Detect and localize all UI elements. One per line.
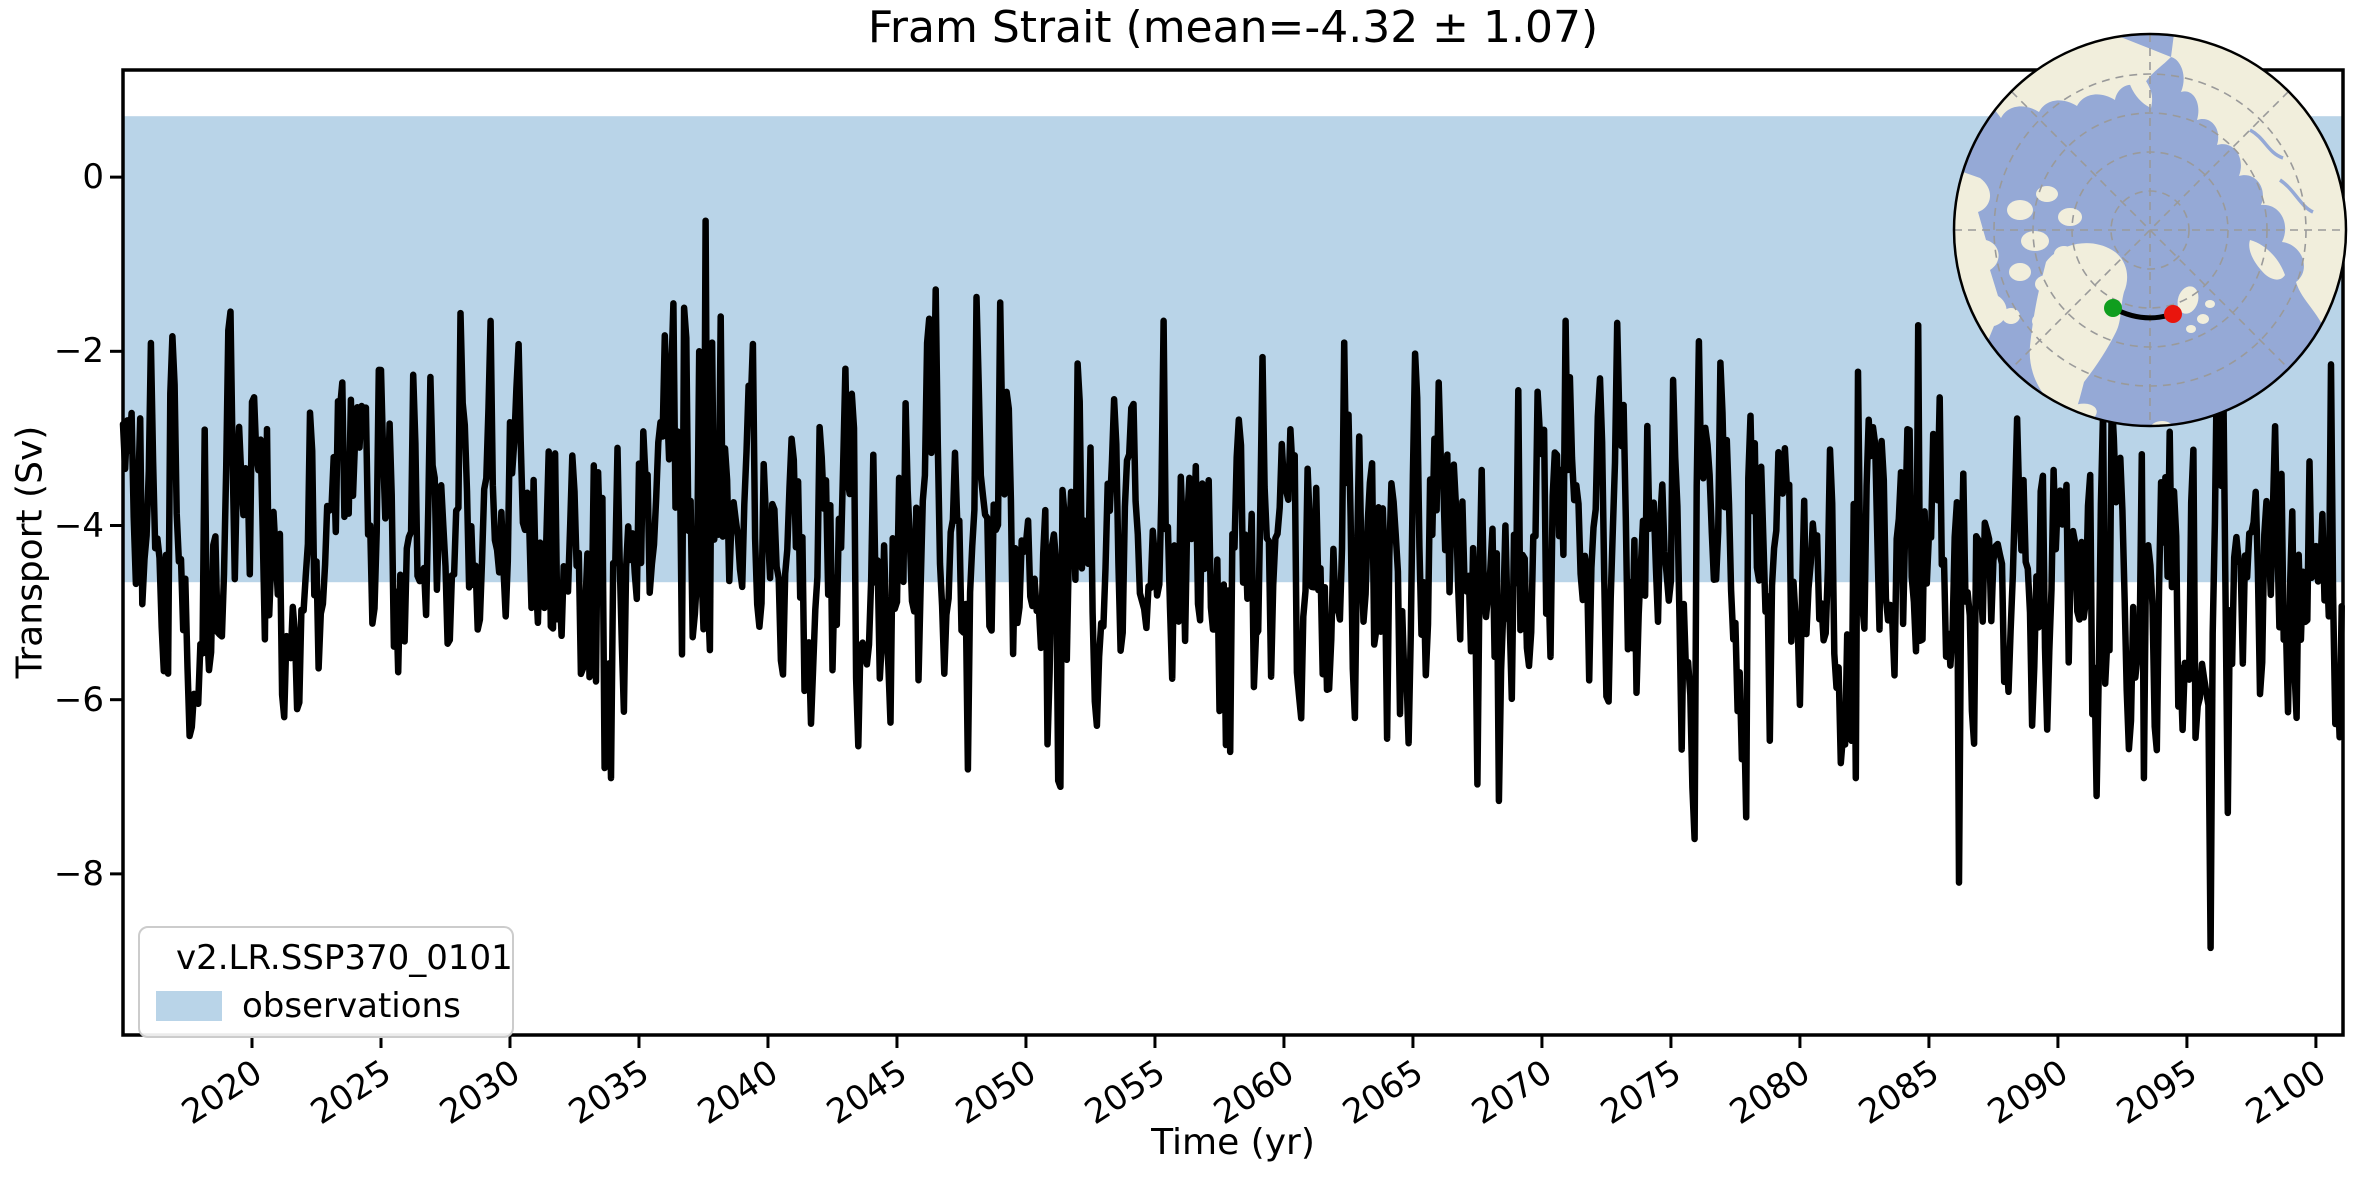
map-rivers <box>2249 128 2314 214</box>
map-boundary-circle <box>1952 32 2348 428</box>
page-title: Fram Strait (mean=-4.32 ± 1.07) <box>867 2 1599 53</box>
map-graticule <box>1954 34 2346 426</box>
y-tick-label: −8 <box>53 853 104 894</box>
series-line <box>119 217 2345 952</box>
legend-entry-model: v2.LR.SSP370_0101 <box>156 938 513 978</box>
legend-patch-swatch <box>156 991 222 1021</box>
legend-label: v2.LR.SSP370_0101 <box>176 938 513 978</box>
transect-end-marker <box>2164 305 2182 323</box>
x-axis-label: Time (yr) <box>1151 1122 1315 1163</box>
y-axis-label: Transport (Sv) <box>9 425 51 679</box>
legend-entry-observations: observations <box>156 986 496 1026</box>
y-tick-label: −2 <box>53 331 104 372</box>
legend: v2.LR.SSP370_0101 observations <box>138 926 514 1038</box>
y-tick-label: −6 <box>53 679 104 720</box>
y-tick-label: 0 <box>82 157 104 198</box>
axis-ticks <box>110 175 2318 1048</box>
inset-map <box>1952 32 2348 428</box>
legend-label: observations <box>242 986 461 1026</box>
plot-border <box>121 68 2345 1037</box>
y-tick-label: −4 <box>53 505 104 546</box>
transect-start-marker <box>2104 299 2122 317</box>
